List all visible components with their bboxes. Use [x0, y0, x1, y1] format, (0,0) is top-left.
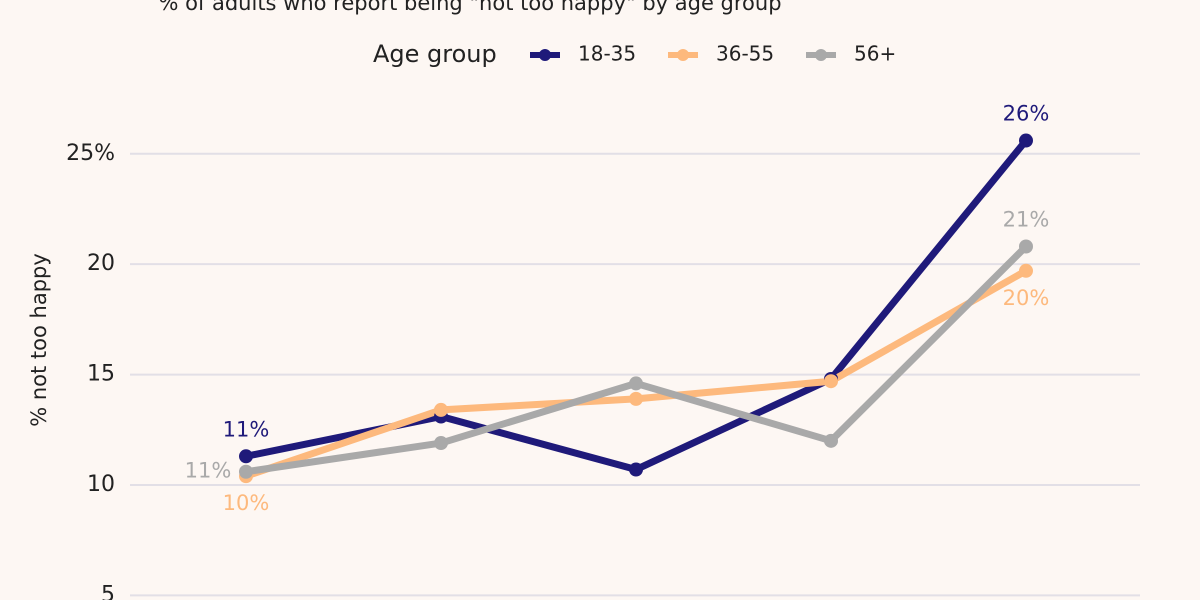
data-point: [1019, 263, 1033, 278]
legend-label: 56+: [854, 42, 896, 66]
value-label: 11%: [185, 459, 232, 483]
y-tick-label: 10: [87, 472, 115, 497]
data-point: [239, 449, 253, 464]
data-point: [434, 436, 448, 451]
legend-marker: [539, 49, 551, 61]
y-tick-label: 20: [87, 251, 115, 276]
value-label: 26%: [1003, 102, 1050, 126]
data-point: [824, 374, 838, 389]
data-point: [434, 402, 448, 417]
y-tick-label: 15: [87, 362, 115, 387]
value-label: 11%: [223, 417, 270, 441]
data-point: [239, 464, 253, 479]
legend-marker: [815, 49, 827, 61]
value-label: 20%: [1003, 286, 1050, 310]
data-point: [629, 376, 643, 391]
series-line: [245, 138, 1029, 474]
y-axis-title: % not too happy: [27, 253, 51, 427]
legend-marker: [677, 49, 689, 61]
value-label: 10%: [223, 491, 270, 515]
data-point: [629, 462, 643, 477]
legend-title: Age group: [373, 40, 497, 68]
data-point: [1019, 133, 1033, 148]
value-label: 21%: [1003, 208, 1050, 232]
data-point: [629, 391, 643, 406]
chart-subtitle: % of adults who report being "not too ha…: [158, 0, 781, 15]
data-point: [1019, 239, 1033, 254]
y-tick-label: 25%: [66, 141, 115, 166]
y-tick-label: 5: [101, 582, 115, 600]
legend-label: 18-35: [578, 42, 636, 66]
series-line: [244, 267, 1028, 480]
data-point: [824, 433, 838, 448]
legend-label: 36-55: [716, 42, 774, 66]
